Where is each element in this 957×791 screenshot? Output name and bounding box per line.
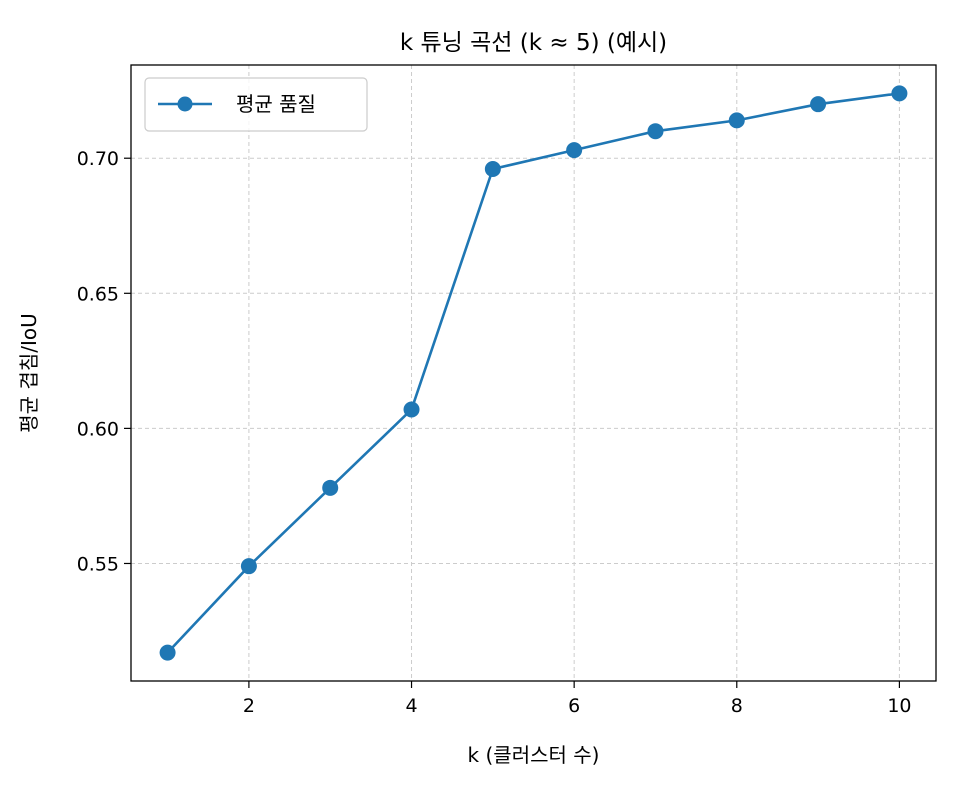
- axis-ticks: 2 4 6 8 10 0.55 0.60 0.65 0.70: [77, 148, 912, 717]
- x-tick-label: 2: [243, 695, 255, 717]
- data-point: [484, 161, 501, 178]
- y-tick-label: 0.60: [77, 418, 119, 440]
- x-tick-label: 4: [405, 695, 417, 717]
- x-tick-label: 6: [568, 695, 580, 717]
- series-layer: [159, 85, 908, 661]
- data-point: [728, 112, 745, 129]
- y-tick-label: 0.70: [77, 148, 119, 170]
- y-tick-label: 0.65: [77, 283, 119, 305]
- x-tick-label: 8: [731, 695, 743, 717]
- legend: 평균 품질: [144, 77, 368, 132]
- data-point: [647, 123, 664, 140]
- y-axis-title: 평균 겹침/IoU: [17, 313, 41, 432]
- x-axis-title: k (클러스터 수): [468, 743, 600, 767]
- legend-label: 평균 품질: [236, 92, 316, 116]
- x-tick-label: 10: [887, 695, 911, 717]
- data-point: [403, 401, 420, 418]
- plot-frame: [130, 64, 937, 682]
- legend-box: [144, 77, 368, 132]
- data-point: [159, 644, 176, 661]
- y-tick-label: 0.55: [77, 553, 119, 575]
- data-point: [566, 142, 583, 159]
- grid: [131, 65, 936, 681]
- data-point: [322, 479, 339, 496]
- data-point: [810, 96, 827, 113]
- chart-title: k 튜닝 곡선 (k ≈ 5) (예시): [400, 30, 667, 56]
- data-point: [240, 558, 257, 575]
- legend-marker-swatch: [177, 96, 193, 112]
- series-line: [166, 92, 900, 654]
- data-point: [891, 85, 908, 102]
